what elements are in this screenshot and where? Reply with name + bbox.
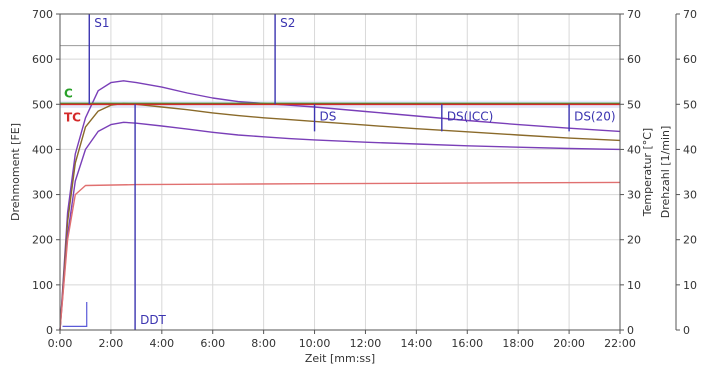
y-tick-label: 100: [32, 279, 53, 292]
y-tick-label: 500: [32, 98, 53, 111]
y-tick-label: 700: [32, 8, 53, 21]
reference-label: TC: [64, 110, 81, 124]
y3-tick-label: 20: [683, 234, 697, 247]
event-marker-label: DDT: [140, 313, 166, 327]
y3-tick-label: 40: [683, 143, 697, 156]
y-tick-label: 400: [32, 143, 53, 156]
y-axis-title: Drehmoment [FE]: [9, 123, 22, 221]
y-tick-label: 600: [32, 53, 53, 66]
y-tick-label: 300: [32, 189, 53, 202]
x-axis-title: Zeit [mm:ss]: [305, 352, 375, 365]
x-tick-label: 20:00: [553, 337, 585, 350]
x-tick-label: 2:00: [99, 337, 124, 350]
y2-axis-title: Temperatur [°C]: [641, 128, 654, 217]
y3-tick-label: 60: [683, 53, 697, 66]
y2-tick-label: 0: [627, 324, 634, 337]
x-tick-label: 18:00: [502, 337, 534, 350]
y2-tick-label: 50: [627, 98, 641, 111]
y2-tick-label: 20: [627, 234, 641, 247]
x-tick-label: 12:00: [350, 337, 382, 350]
y3-axis-title: Drehzahl [1/min]: [659, 126, 672, 219]
x-tick-label: 8:00: [251, 337, 276, 350]
y2-tick-label: 10: [627, 279, 641, 292]
event-marker-label: S1: [94, 16, 109, 30]
x-tick-label: 10:00: [299, 337, 331, 350]
y-tick-label: 0: [46, 324, 53, 337]
event-marker-label: DS(ICC): [447, 109, 494, 123]
x-tick-label: 14:00: [401, 337, 433, 350]
y-tick-label: 200: [32, 234, 53, 247]
reference-label: C: [64, 86, 73, 100]
y3-tick-label: 30: [683, 189, 697, 202]
y3-tick-label: 50: [683, 98, 697, 111]
event-marker-label: DS: [320, 109, 337, 123]
series-line: [59, 102, 621, 331]
event-marker-label: S2: [280, 16, 295, 30]
plot-frame: [59, 13, 621, 331]
y2-tick-label: 60: [627, 53, 641, 66]
series-line: [59, 121, 621, 331]
y2-tick-label: 70: [627, 8, 641, 21]
rotor-speed-trace: [62, 302, 88, 327]
y2-tick-label: 30: [627, 189, 641, 202]
x-tick-label: 22:00: [604, 337, 636, 350]
x-tick-label: 4:00: [149, 337, 174, 350]
x-tick-label: 0:00: [48, 337, 73, 350]
y3-tick-label: 70: [683, 8, 697, 21]
series-line: [59, 80, 621, 331]
y3-tick-label: 10: [683, 279, 697, 292]
y3-tick-label: 0: [683, 324, 690, 337]
x-tick-label: 6:00: [200, 337, 225, 350]
event-marker-label: DS(20): [574, 109, 616, 123]
x-tick-label: 16:00: [451, 337, 483, 350]
plot-area: [60, 14, 620, 330]
series-line: [59, 181, 621, 331]
y2-tick-label: 40: [627, 143, 641, 156]
